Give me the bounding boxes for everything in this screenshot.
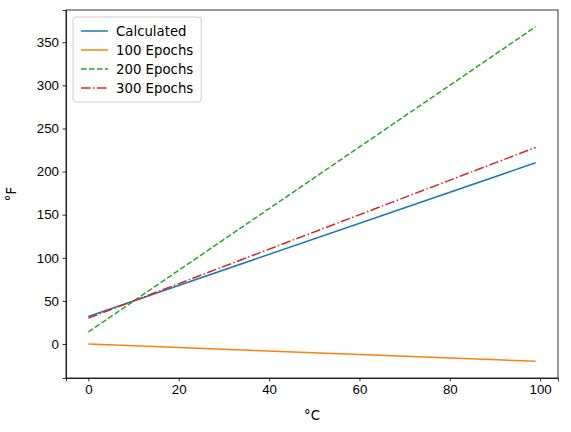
- x-tick-mark: [359, 378, 360, 382]
- x-axis-title: °C: [304, 408, 320, 423]
- y-tick-label: 250: [37, 121, 59, 136]
- legend-box: [73, 17, 201, 102]
- x-tick: 0: [85, 378, 92, 397]
- legend-swatch: [81, 68, 108, 70]
- x-tick-label: 100: [530, 382, 552, 397]
- chart: 0 20 40 60 80 100 0 50 100 150 200 250 300 350 Calcula…: [0, 0, 571, 432]
- y-tick-mark: [63, 301, 67, 302]
- x-tick: 40: [262, 378, 277, 397]
- legend-label: 100 Epochs: [116, 43, 193, 58]
- legend-label: Calculated: [116, 24, 187, 39]
- x-tick-label: 40: [262, 382, 277, 397]
- y-tick-mark: [63, 215, 67, 216]
- x-tick-mark: [540, 378, 541, 382]
- y-tick: 0: [52, 337, 66, 352]
- y-tick: 300: [37, 78, 66, 93]
- y-tick: 200: [37, 164, 66, 179]
- y-tick-mark: [63, 172, 67, 173]
- legend-swatch: [81, 87, 108, 89]
- y-tick-mark: [63, 344, 67, 345]
- x-tick: 60: [353, 378, 368, 397]
- x-tick-label: 0: [85, 382, 92, 397]
- legend: Calculated 100 Epochs 200 Epochs 300 Epochs: [73, 17, 201, 102]
- legend-swatch: [81, 30, 108, 32]
- x-axis-line: [67, 379, 559, 382]
- legend-label: 300 Epochs: [116, 81, 193, 96]
- legend-swatch: [81, 49, 108, 51]
- y-tick: 250: [37, 121, 66, 136]
- y-tick-label: 350: [37, 35, 59, 50]
- y-tick: 350: [37, 35, 66, 50]
- y-tick-mark: [63, 258, 67, 259]
- x-tick-mark: [269, 378, 270, 382]
- y-tick-label: 50: [44, 294, 59, 309]
- legend-label: 200 Epochs: [116, 62, 193, 77]
- x-axis: 0 20 40 60 80 100: [67, 378, 559, 397]
- y-tick: 150: [37, 207, 66, 222]
- y-axis: 0 50 100 150 200 250 300 350: [37, 11, 67, 379]
- x-tick-label: 60: [353, 382, 368, 397]
- series-line: [88, 163, 535, 317]
- series-line: [88, 27, 535, 332]
- x-tick: 20: [172, 378, 187, 397]
- x-tick: 100: [530, 378, 552, 397]
- y-tick-label: 100: [37, 251, 59, 266]
- y-tick-mark: [63, 85, 67, 86]
- x-tick-mark: [179, 378, 180, 382]
- x-tick-label: 20: [172, 382, 187, 397]
- y-tick: 100: [37, 251, 66, 266]
- y-tick: 50: [44, 294, 66, 309]
- y-tick-label: 200: [37, 164, 59, 179]
- y-tick-mark: [63, 128, 67, 129]
- series-line: [88, 147, 535, 318]
- x-tick-mark: [450, 378, 451, 382]
- y-tick-label: 0: [52, 337, 59, 352]
- x-tick: 80: [443, 378, 458, 397]
- y-axis-title: °F: [4, 187, 19, 201]
- plot-frame: [66, 10, 558, 378]
- plot-area: 0 20 40 60 80 100 0 50 100 150 200 250 300 350 Calcula…: [37, 10, 559, 397]
- y-tick-label: 150: [37, 207, 59, 222]
- x-tick-mark: [88, 378, 89, 382]
- x-tick-label: 80: [443, 382, 458, 397]
- series-line: [88, 344, 535, 361]
- y-tick-mark: [63, 42, 67, 43]
- y-tick-label: 300: [37, 78, 59, 93]
